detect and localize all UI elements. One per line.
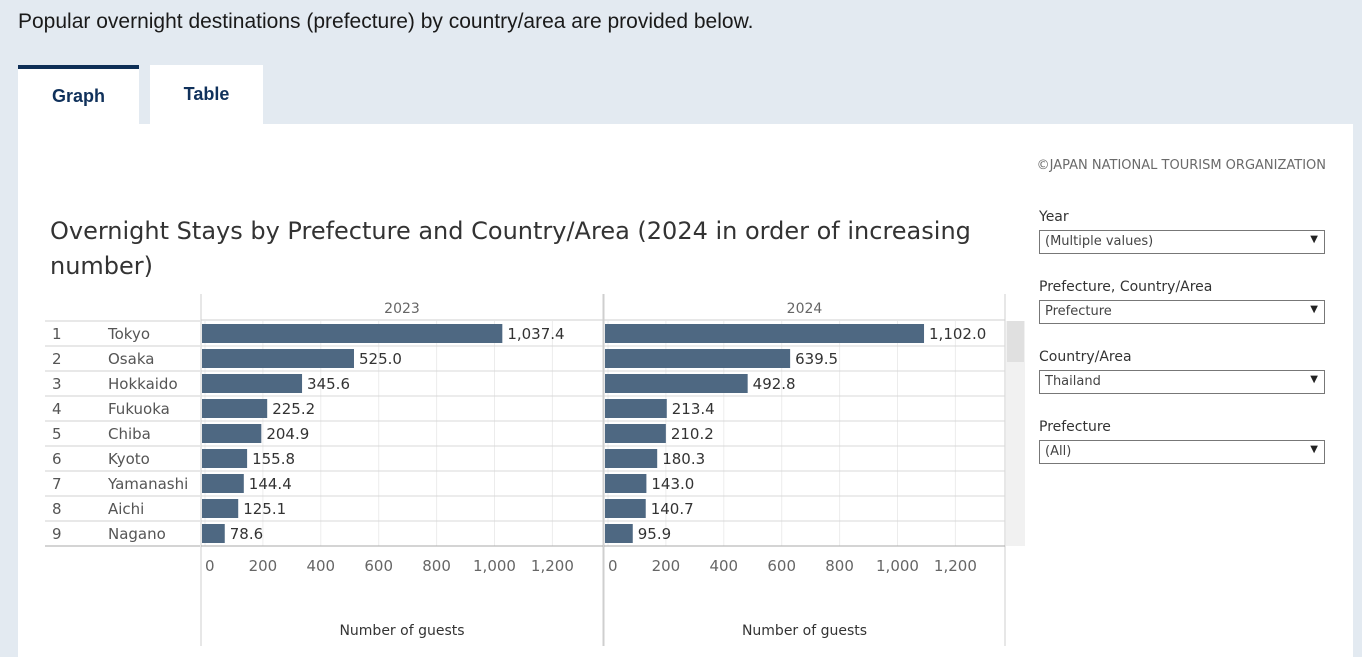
tick-label: 1,000 [876, 557, 919, 575]
tick-label: 800 [422, 557, 451, 575]
bar [605, 424, 666, 443]
tick-label: 800 [825, 557, 854, 575]
series-header: 2023 [384, 301, 420, 317]
data-label: 125.1 [243, 500, 286, 518]
data-label: 78.6 [230, 525, 263, 543]
tab-table[interactable]: Table [150, 65, 263, 124]
bar [605, 524, 633, 543]
chevron-down-icon: ▼ [1310, 374, 1318, 385]
filter-prefecture-country-label: Prefecture, Country/Area [1039, 279, 1213, 295]
category-label: Tokyo [107, 325, 150, 343]
axis-title: Number of guests [339, 623, 464, 639]
rank-label: 5 [52, 425, 62, 443]
bar [605, 499, 646, 518]
tick-label: 600 [364, 557, 393, 575]
data-label: 225.2 [272, 400, 315, 418]
category-label: Aichi [108, 500, 144, 518]
series-header: 2024 [787, 301, 823, 317]
tick-label: 400 [306, 557, 335, 575]
tab-graph[interactable]: Graph [18, 65, 139, 124]
category-label: Osaka [108, 350, 154, 368]
page-intro-text: Popular overnight destinations (prefectu… [18, 10, 754, 33]
bar [202, 399, 268, 418]
copyright-text: ©JAPAN NATIONAL TOURISM ORGANIZATION [1036, 158, 1326, 173]
tick-label: 0 [205, 557, 215, 575]
bar [202, 424, 262, 443]
filter-prefecture-country-select[interactable]: Prefecture ▼ [1039, 300, 1325, 324]
tick-label: 1,000 [473, 557, 516, 575]
chart-title: Overnight Stays by Prefecture and Countr… [50, 217, 971, 280]
rank-label: 6 [52, 450, 62, 468]
scrollbar-thumb [1007, 321, 1024, 362]
bar [605, 449, 658, 468]
category-label: Kyoto [108, 450, 150, 468]
data-label: 155.8 [252, 450, 295, 468]
data-label: 213.4 [672, 400, 715, 418]
tick-label: 1,200 [934, 557, 977, 575]
filter-country-area-value: Thailand [1045, 374, 1101, 389]
data-label: 204.9 [266, 425, 309, 443]
data-label: 144.4 [249, 475, 292, 493]
category-label: Fukuoka [108, 400, 170, 418]
rank-label: 9 [52, 525, 62, 543]
filter-year-select[interactable]: (Multiple values) ▼ [1039, 230, 1325, 254]
data-label: 180.3 [662, 450, 705, 468]
bar [202, 499, 239, 518]
bar [202, 349, 354, 368]
bar [605, 374, 748, 393]
filter-prefecture-label: Prefecture [1039, 419, 1111, 435]
tick-label: 400 [709, 557, 738, 575]
filter-prefecture-country-value: Prefecture [1045, 304, 1112, 319]
rank-label: 1 [52, 325, 62, 343]
data-label: 140.7 [651, 500, 694, 518]
bar [202, 474, 244, 493]
bar [202, 374, 303, 393]
chevron-down-icon: ▼ [1310, 304, 1318, 315]
data-label: 210.2 [671, 425, 714, 443]
filter-country-area-label: Country/Area [1039, 349, 1132, 365]
chevron-down-icon: ▼ [1310, 444, 1318, 455]
data-label: 639.5 [795, 350, 838, 368]
tick-label: 600 [767, 557, 796, 575]
rank-label: 8 [52, 500, 62, 518]
tick-label: 200 [249, 557, 278, 575]
category-label: Yamanashi [107, 475, 188, 493]
filter-prefecture-select[interactable]: (All) ▼ [1039, 440, 1325, 464]
filter-year-label: Year [1039, 209, 1069, 225]
category-label: Nagano [108, 525, 166, 543]
filter-country-area-select[interactable]: Thailand ▼ [1039, 370, 1325, 394]
bar [605, 324, 925, 343]
rank-label: 3 [52, 375, 62, 393]
bar [605, 399, 667, 418]
data-label: 1,102.0 [929, 325, 986, 343]
rank-label: 4 [52, 400, 62, 418]
rank-label: 7 [52, 475, 62, 493]
data-label: 143.0 [651, 475, 694, 493]
data-label: 95.9 [638, 525, 671, 543]
bar [202, 324, 503, 343]
tick-label: 0 [608, 557, 618, 575]
bar [605, 474, 647, 493]
scrollbar-track [1006, 321, 1025, 546]
bar [202, 449, 248, 468]
data-label: 525.0 [359, 350, 402, 368]
data-label: 1,037.4 [507, 325, 564, 343]
tick-label: 200 [652, 557, 681, 575]
bar [202, 524, 225, 543]
bar [605, 349, 791, 368]
filter-prefecture-value: (All) [1045, 444, 1072, 459]
axis-title: Number of guests [742, 623, 867, 639]
category-label: Chiba [108, 425, 151, 443]
filter-year-value: (Multiple values) [1045, 234, 1154, 249]
data-label: 345.6 [307, 375, 350, 393]
rank-label: 2 [52, 350, 62, 368]
category-label: Hokkaido [108, 375, 178, 393]
data-label: 492.8 [753, 375, 796, 393]
tick-label: 1,200 [531, 557, 574, 575]
chevron-down-icon: ▼ [1310, 234, 1318, 245]
